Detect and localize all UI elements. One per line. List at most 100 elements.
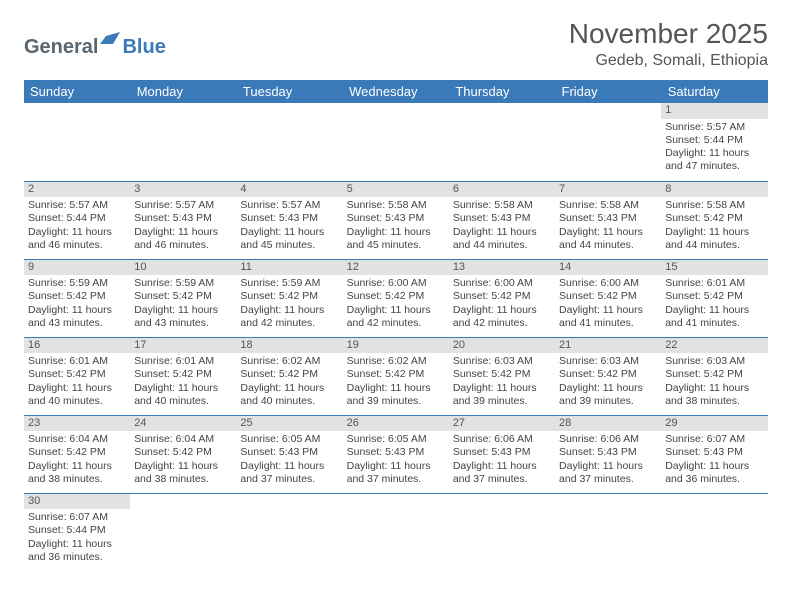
day-number: 27 bbox=[449, 416, 555, 432]
calendar-day bbox=[236, 103, 342, 181]
day-number: 4 bbox=[236, 182, 342, 198]
day-number: 3 bbox=[130, 182, 236, 198]
day-number: 19 bbox=[343, 338, 449, 354]
daylight-text: Daylight: 11 hours and 41 minutes. bbox=[559, 304, 657, 330]
calendar-day: 28Sunrise: 6:06 AMSunset: 5:43 PMDayligh… bbox=[555, 415, 661, 493]
calendar-day: 26Sunrise: 6:05 AMSunset: 5:43 PMDayligh… bbox=[343, 415, 449, 493]
weekday-header: Tuesday bbox=[236, 80, 342, 103]
calendar-day: 10Sunrise: 5:59 AMSunset: 5:42 PMDayligh… bbox=[130, 259, 236, 337]
daylight-text: Daylight: 11 hours and 40 minutes. bbox=[240, 382, 338, 408]
daylight-text: Daylight: 11 hours and 38 minutes. bbox=[665, 382, 763, 408]
sunrise-text: Sunrise: 5:59 AM bbox=[240, 277, 338, 290]
sunrise-text: Sunrise: 6:03 AM bbox=[665, 355, 763, 368]
sunset-text: Sunset: 5:44 PM bbox=[28, 524, 126, 537]
sunset-text: Sunset: 5:42 PM bbox=[28, 290, 126, 303]
daylight-text: Daylight: 11 hours and 42 minutes. bbox=[453, 304, 551, 330]
sunrise-text: Sunrise: 5:57 AM bbox=[665, 121, 763, 134]
sunrise-text: Sunrise: 6:07 AM bbox=[665, 433, 763, 446]
flag-icon bbox=[100, 30, 122, 51]
weekday-header: Saturday bbox=[661, 80, 767, 103]
calendar-day: 15Sunrise: 6:01 AMSunset: 5:42 PMDayligh… bbox=[661, 259, 767, 337]
calendar-day: 17Sunrise: 6:01 AMSunset: 5:42 PMDayligh… bbox=[130, 337, 236, 415]
sunrise-text: Sunrise: 6:01 AM bbox=[28, 355, 126, 368]
sunset-text: Sunset: 5:43 PM bbox=[559, 212, 657, 225]
header: General Blue November 2025 Gedeb, Somali… bbox=[24, 18, 768, 70]
sunrise-text: Sunrise: 5:57 AM bbox=[28, 199, 126, 212]
sunset-text: Sunset: 5:42 PM bbox=[134, 368, 232, 381]
weekday-header: Friday bbox=[555, 80, 661, 103]
day-number: 17 bbox=[130, 338, 236, 354]
daylight-text: Daylight: 11 hours and 47 minutes. bbox=[665, 147, 763, 173]
sunset-text: Sunset: 5:43 PM bbox=[453, 212, 551, 225]
daylight-text: Daylight: 11 hours and 38 minutes. bbox=[28, 460, 126, 486]
sunrise-text: Sunrise: 6:05 AM bbox=[240, 433, 338, 446]
weekday-header: Sunday bbox=[24, 80, 130, 103]
calendar-day: 27Sunrise: 6:06 AMSunset: 5:43 PMDayligh… bbox=[449, 415, 555, 493]
day-number: 8 bbox=[661, 182, 767, 198]
sunset-text: Sunset: 5:42 PM bbox=[665, 212, 763, 225]
calendar-day: 14Sunrise: 6:00 AMSunset: 5:42 PMDayligh… bbox=[555, 259, 661, 337]
day-number: 25 bbox=[236, 416, 342, 432]
day-number: 7 bbox=[555, 182, 661, 198]
calendar-week: 1Sunrise: 5:57 AMSunset: 5:44 PMDaylight… bbox=[24, 103, 768, 181]
day-number: 16 bbox=[24, 338, 130, 354]
calendar-day: 24Sunrise: 6:04 AMSunset: 5:42 PMDayligh… bbox=[130, 415, 236, 493]
daylight-text: Daylight: 11 hours and 45 minutes. bbox=[240, 226, 338, 252]
daylight-text: Daylight: 11 hours and 37 minutes. bbox=[453, 460, 551, 486]
daylight-text: Daylight: 11 hours and 39 minutes. bbox=[453, 382, 551, 408]
calendar-week: 16Sunrise: 6:01 AM Sunset: 5:42 PM Dayligh… bbox=[24, 337, 768, 415]
day-number: 21 bbox=[555, 338, 661, 354]
calendar-day bbox=[236, 493, 342, 571]
sunset-text: Sunset: 5:42 PM bbox=[134, 290, 232, 303]
weekday-header: Monday bbox=[130, 80, 236, 103]
calendar-day: 7Sunrise: 5:58 AMSunset: 5:43 PMDaylight… bbox=[555, 181, 661, 259]
day-number: 11 bbox=[236, 260, 342, 276]
weekday-header: Wednesday bbox=[343, 80, 449, 103]
sunset-text: Sunset: 5:42 PM bbox=[134, 446, 232, 459]
day-number: 10 bbox=[130, 260, 236, 276]
daylight-text: Daylight: 11 hours and 43 minutes. bbox=[134, 304, 232, 330]
calendar-day: 30Sunrise: 6:07 AMSunset: 5:44 PMDayligh… bbox=[24, 493, 130, 571]
sunset-text: Sunset: 5:42 PM bbox=[240, 290, 338, 303]
sunset-text: Sunset: 5:42 PM bbox=[28, 446, 126, 459]
calendar-day bbox=[130, 103, 236, 181]
calendar-day bbox=[343, 493, 449, 571]
sunrise-text: Sunrise: 6:06 AM bbox=[453, 433, 551, 446]
sunset-text: Sunset: 5:43 PM bbox=[559, 446, 657, 459]
day-number: 30 bbox=[24, 494, 130, 510]
calendar-day: 11Sunrise: 5:59 AMSunset: 5:42 PMDayligh… bbox=[236, 259, 342, 337]
calendar-day: 6Sunrise: 5:58 AMSunset: 5:43 PMDaylight… bbox=[449, 181, 555, 259]
calendar-day bbox=[555, 103, 661, 181]
day-number: 29 bbox=[661, 416, 767, 432]
month-title: November 2025 bbox=[569, 18, 768, 50]
calendar-day: 3Sunrise: 5:57 AMSunset: 5:43 PMDaylight… bbox=[130, 181, 236, 259]
logo: General Blue bbox=[24, 30, 166, 65]
sunset-text: Sunset: 5:42 PM bbox=[665, 290, 763, 303]
sunrise-text: Sunrise: 5:59 AM bbox=[134, 277, 232, 290]
daylight-text: Daylight: 11 hours and 37 minutes. bbox=[240, 460, 338, 486]
day-number: 9 bbox=[24, 260, 130, 276]
calendar-day: 29Sunrise: 6:07 AMSunset: 5:43 PMDayligh… bbox=[661, 415, 767, 493]
day-number: 20 bbox=[449, 338, 555, 354]
day-number: 6 bbox=[449, 182, 555, 198]
sunset-text: Sunset: 5:43 PM bbox=[347, 446, 445, 459]
sunrise-text: Sunrise: 6:03 AM bbox=[559, 355, 657, 368]
weekday-header-row: SundayMondayTuesdayWednesdayThursdayFrid… bbox=[24, 80, 768, 103]
calendar-week: 23Sunrise: 6:04 AMSunset: 5:42 PMDayligh… bbox=[24, 415, 768, 493]
daylight-text: Daylight: 11 hours and 42 minutes. bbox=[240, 304, 338, 330]
sunset-text: Sunset: 5:42 PM bbox=[347, 368, 445, 381]
sunset-text: Sunset: 5:44 PM bbox=[665, 134, 763, 147]
calendar-day bbox=[24, 103, 130, 181]
sunrise-text: Sunrise: 5:59 AM bbox=[28, 277, 126, 290]
title-block: November 2025 Gedeb, Somali, Ethiopia bbox=[569, 18, 768, 70]
day-number: 26 bbox=[343, 416, 449, 432]
sunrise-text: Sunrise: 6:00 AM bbox=[559, 277, 657, 290]
sunset-text: Sunset: 5:42 PM bbox=[453, 290, 551, 303]
sunrise-text: Sunrise: 6:02 AM bbox=[240, 355, 338, 368]
calendar-day: 21Sunrise: 6:03 AMSunset: 5:42 PMDayligh… bbox=[555, 337, 661, 415]
daylight-text: Daylight: 11 hours and 46 minutes. bbox=[28, 226, 126, 252]
calendar-day: 13Sunrise: 6:00 AMSunset: 5:42 PMDayligh… bbox=[449, 259, 555, 337]
daylight-text: Daylight: 11 hours and 36 minutes. bbox=[28, 538, 126, 564]
daylight-text: Daylight: 11 hours and 36 minutes. bbox=[665, 460, 763, 486]
sunset-text: Sunset: 5:42 PM bbox=[559, 290, 657, 303]
